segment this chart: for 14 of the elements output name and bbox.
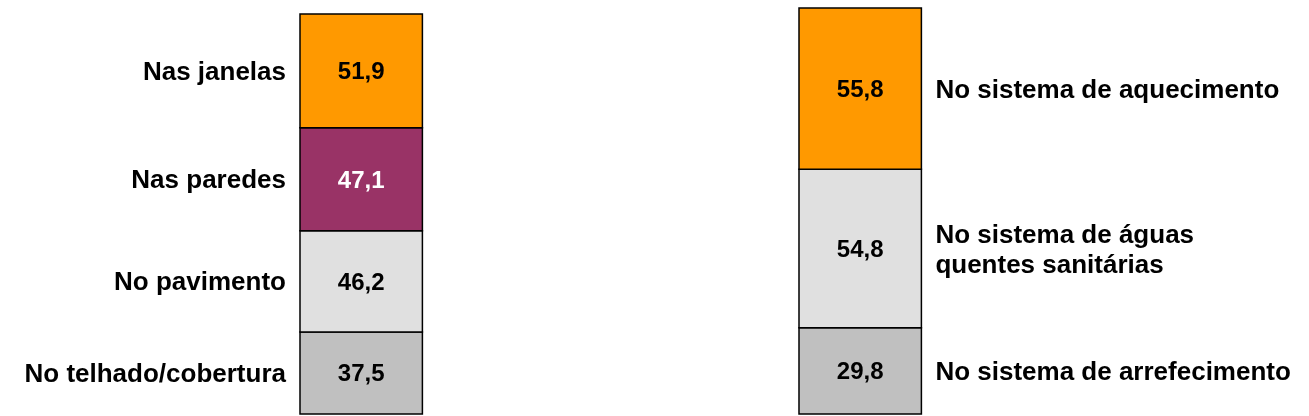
data-label: 54,8 — [836, 235, 884, 263]
data-label: 55,8 — [836, 75, 884, 103]
data-label: 37,5 — [337, 359, 385, 387]
data-label: 46,2 — [337, 267, 385, 295]
series-label: Nas paredes — [131, 164, 286, 195]
series-label: No pavimento — [114, 266, 286, 297]
series-label: No telhado/cobertura — [24, 357, 287, 388]
data-label: 47,1 — [337, 165, 385, 193]
series-label: Nas janelas — [142, 55, 286, 86]
series-label: No sistema de arrefecimento — [935, 355, 1291, 386]
data-label: 51,9 — [337, 57, 385, 85]
data-label: 29,8 — [836, 357, 884, 385]
series-label: No sistema de águas quentes sanitárias — [935, 218, 1195, 279]
series-label: No sistema de aquecimento — [935, 73, 1280, 104]
